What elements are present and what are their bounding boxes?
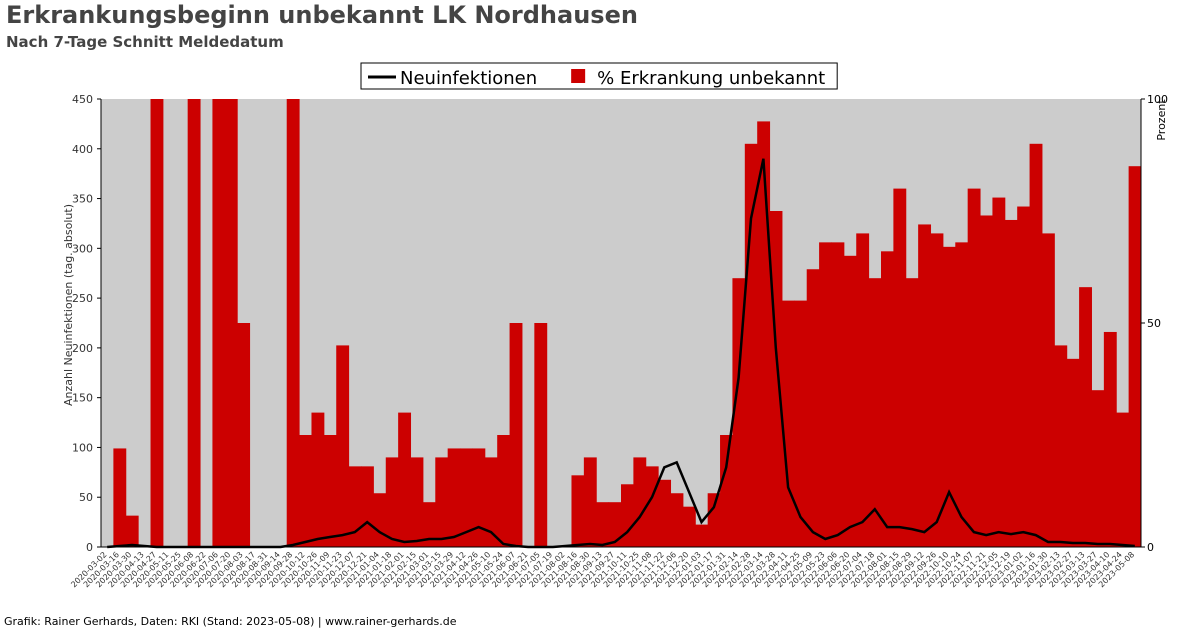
bar xyxy=(720,435,733,547)
bar xyxy=(645,466,659,547)
bar xyxy=(361,466,374,547)
bar xyxy=(311,412,325,547)
bar xyxy=(682,506,696,547)
bar xyxy=(955,242,969,548)
bar xyxy=(819,242,832,548)
y2-tick-label: 50 xyxy=(1147,317,1161,330)
bar xyxy=(1103,331,1117,547)
bar xyxy=(286,99,300,547)
bar xyxy=(893,188,907,547)
bar xyxy=(621,484,634,547)
bar xyxy=(410,457,424,547)
bar xyxy=(930,233,944,547)
y-tick-label: 200 xyxy=(72,342,93,355)
y-tick-label: 300 xyxy=(72,242,93,255)
y-tick-label: 50 xyxy=(79,491,93,504)
bar xyxy=(1029,143,1043,548)
bar xyxy=(1041,233,1055,547)
bar xyxy=(1004,219,1018,547)
bar xyxy=(299,435,312,547)
bar xyxy=(534,323,548,547)
bar xyxy=(447,448,461,547)
bar xyxy=(373,493,387,547)
bar xyxy=(1079,287,1092,547)
bar xyxy=(472,448,486,547)
legend-swatch xyxy=(571,69,586,83)
footer: Grafik: Rainer Gerhards, Daten: RKI (Sta… xyxy=(4,615,457,628)
bar xyxy=(187,99,201,547)
bar xyxy=(113,448,127,547)
bar xyxy=(1091,390,1105,547)
bar xyxy=(1128,166,1142,547)
y2-tick-label: 100 xyxy=(1147,93,1168,106)
y2-tick-label: 0 xyxy=(1147,541,1154,554)
bar xyxy=(385,457,399,547)
bar xyxy=(435,457,449,547)
bar xyxy=(1066,358,1080,547)
bar xyxy=(323,435,337,547)
y-tick-label: 350 xyxy=(72,193,93,206)
legend: Neuinfektionen % Erkrankung unbekannt xyxy=(360,62,838,90)
bar xyxy=(806,269,820,547)
bar xyxy=(781,300,795,547)
bar xyxy=(980,215,993,548)
bar xyxy=(695,524,709,547)
bar xyxy=(509,323,523,547)
y-tick-label: 100 xyxy=(72,441,93,454)
y-tick-label: 400 xyxy=(72,143,93,156)
bar xyxy=(744,143,758,548)
y-tick-label: 450 xyxy=(72,93,93,106)
bar xyxy=(769,211,783,547)
bar xyxy=(348,466,362,547)
bar xyxy=(670,493,684,547)
bar xyxy=(707,493,721,547)
bar xyxy=(633,457,647,547)
y2-axis-label: Prozent xyxy=(1155,99,1168,141)
legend-box xyxy=(360,62,838,90)
bar xyxy=(905,278,919,547)
bar xyxy=(856,233,870,547)
bar xyxy=(150,99,164,547)
bar xyxy=(460,448,473,547)
bar xyxy=(596,502,610,547)
bar xyxy=(1054,345,1068,547)
bar xyxy=(125,515,139,547)
bar xyxy=(992,197,1006,547)
y-tick-label: 150 xyxy=(72,392,93,405)
bar xyxy=(942,246,956,547)
bar xyxy=(794,300,808,547)
y-tick-label: 0 xyxy=(86,541,93,554)
bar xyxy=(831,242,845,548)
bar xyxy=(212,99,226,547)
bar xyxy=(843,255,857,548)
bar xyxy=(237,323,251,547)
bar xyxy=(881,251,894,547)
bar xyxy=(571,475,585,547)
legend-label: % Erkrankung unbekannt xyxy=(597,68,825,89)
y-axis-label: Anzahl Neuinfektionen (tag. absolut) xyxy=(62,204,75,406)
bar xyxy=(1017,206,1031,547)
bar xyxy=(868,278,882,547)
bar xyxy=(583,457,597,547)
bar xyxy=(224,99,238,547)
bar xyxy=(1116,412,1130,547)
chart-subtitle: Nach 7-Tage Schnitt Meldedatum xyxy=(6,33,284,51)
bar xyxy=(608,502,622,547)
bar xyxy=(967,188,981,547)
bar xyxy=(422,502,436,547)
bar xyxy=(658,479,672,547)
bar xyxy=(336,345,350,547)
bar xyxy=(484,457,498,547)
legend-label: Neuinfektionen xyxy=(400,68,537,89)
bar xyxy=(918,224,932,547)
y-tick-label: 250 xyxy=(72,292,93,305)
chart-title: Erkrankungsbeginn unbekannt LK Nordhause… xyxy=(6,1,638,29)
bar xyxy=(398,412,412,547)
bar xyxy=(497,435,511,547)
